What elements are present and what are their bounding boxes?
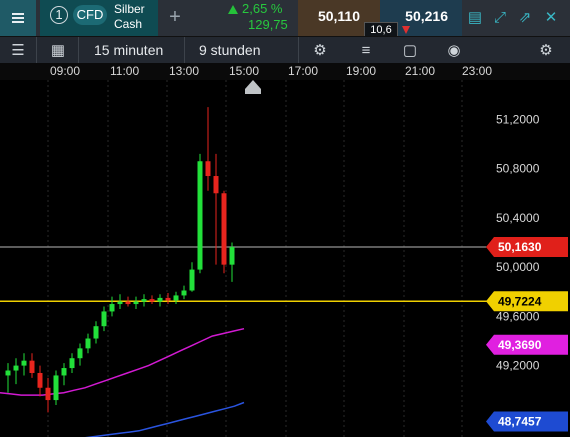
settings-sliders-icon[interactable]: ⚙	[313, 42, 327, 59]
candle-body	[45, 387, 51, 401]
ma-magenta-tag-label: 49,3690	[498, 338, 542, 352]
time-label: 17:00	[288, 64, 319, 78]
candle-body	[141, 299, 147, 302]
grid-icon[interactable]: ▦	[50, 42, 66, 59]
candle-body	[5, 370, 11, 376]
candle-body	[101, 311, 107, 327]
instrument-selector[interactable]: 1 CFD Silber Cash	[40, 0, 158, 36]
price-chart[interactable]: 51,2000 50,8000 50,4000 50,0000 49,6000 49,20…	[0, 80, 570, 437]
candle-body	[93, 326, 99, 339]
candle-body	[189, 269, 195, 291]
level-price-tag-label: 49,7224	[498, 294, 542, 308]
candle-body	[29, 360, 35, 373]
range-selector[interactable]: 9 stunden	[199, 42, 261, 58]
time-label: 13:00	[169, 64, 200, 78]
chart-list-icon[interactable]: ☰	[11, 42, 25, 59]
bid-price: 50,110	[317, 8, 360, 24]
candle-body	[157, 297, 163, 302]
comment-icon[interactable]: ▢	[402, 42, 418, 59]
current-price-tag	[486, 237, 568, 258]
popout-icon[interactable]: ⇗	[518, 9, 532, 26]
time-label: 21:00	[405, 64, 436, 78]
layout-icon[interactable]: ▤	[467, 9, 483, 26]
plus-icon: +	[169, 6, 181, 28]
up-arrow-icon	[228, 5, 238, 14]
candle-body	[117, 301, 123, 305]
candle-body	[69, 358, 75, 369]
level-price-tag	[486, 291, 568, 312]
current-time-marker-icon	[245, 80, 261, 89]
candle-body	[205, 161, 211, 177]
price-label: 49,6000	[496, 309, 540, 323]
price-label: 50,8000	[496, 162, 540, 176]
instrument-name-line1: Silber	[114, 2, 145, 16]
eye-icon[interactable]: ◉	[447, 42, 461, 59]
price-label: 49,2000	[496, 359, 540, 373]
close-icon[interactable]: ✕	[544, 9, 558, 26]
ma-blue-tag	[486, 411, 568, 432]
instrument-type-badge: CFD	[73, 5, 107, 25]
price-change: 2,65 % 129,75	[220, 0, 298, 36]
candle-body	[165, 297, 171, 301]
down-arrow-icon	[402, 26, 410, 34]
time-label: 09:00	[50, 64, 81, 78]
candle-body	[197, 161, 203, 270]
time-label: 19:00	[346, 64, 377, 78]
candle-body	[109, 304, 115, 312]
candle-body	[213, 176, 219, 194]
candle-body	[125, 301, 131, 305]
gear-icon[interactable]: ⚙	[539, 42, 553, 59]
instrument-number: 1	[50, 6, 68, 24]
drawing-tools-icon[interactable]: ≡	[361, 42, 371, 59]
candle-body	[53, 375, 59, 401]
candle-body	[133, 301, 139, 305]
ma-magenta-line	[0, 327, 245, 396]
time-label: 11:00	[110, 64, 140, 78]
candle-body	[61, 368, 67, 376]
candle-body	[229, 247, 235, 265]
candle-body	[173, 295, 179, 301]
current-price-tag-label: 50,1630	[498, 240, 542, 254]
candle-body	[85, 338, 91, 349]
chart-toolbar: ☰ ▦ 15 minuten 9 stunden ⚙ ≡ ▢ ◉ ⚙	[0, 36, 570, 64]
spread-badge: 10,6	[364, 22, 398, 38]
price-label: 51,2000	[496, 112, 540, 126]
price-label: 50,0000	[496, 260, 540, 274]
add-instrument-button[interactable]: +	[160, 0, 190, 36]
candle-body	[37, 372, 43, 388]
bid-button[interactable]: 50,110	[298, 0, 380, 36]
candle-body	[181, 290, 187, 296]
candle-body	[13, 365, 19, 371]
time-label: 15:00	[229, 64, 260, 78]
menu-button[interactable]	[0, 0, 36, 36]
ma-magenta-tag	[486, 334, 568, 355]
hamburger-icon	[12, 17, 24, 19]
time-label: 23:00	[462, 64, 493, 78]
ma-blue-tag-label: 48,7457	[498, 415, 542, 429]
change-absolute: 129,75	[248, 17, 288, 32]
instrument-name-line2: Cash	[114, 17, 143, 31]
time-axis: 09:00 11:00 13:00 15:00 17:00 19:00 21:0…	[0, 63, 570, 80]
candle-body	[77, 348, 83, 359]
price-label: 50,4000	[496, 211, 540, 225]
candle-body	[221, 193, 227, 265]
top-bar: 1 CFD Silber Cash + 2,65 % 129,75 50,110…	[0, 0, 570, 38]
interval-selector[interactable]: 15 minuten	[94, 42, 164, 58]
expand-icon[interactable]: ⤢	[493, 9, 506, 26]
candle-body	[21, 360, 27, 366]
ask-price: 50,216	[405, 8, 448, 24]
ma-blue-line	[85, 401, 245, 437]
change-percent: 2,65 %	[242, 1, 283, 16]
candle-body	[149, 299, 155, 302]
